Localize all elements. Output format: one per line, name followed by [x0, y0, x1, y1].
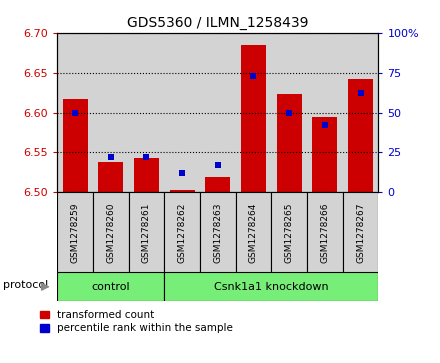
- Bar: [57, 33, 93, 192]
- Title: GDS5360 / ILMN_1258439: GDS5360 / ILMN_1258439: [127, 16, 308, 30]
- Bar: [164, 192, 200, 272]
- Text: Csnk1a1 knockdown: Csnk1a1 knockdown: [214, 282, 329, 292]
- Bar: [307, 192, 343, 272]
- Bar: [57, 272, 164, 301]
- Text: GSM1278266: GSM1278266: [320, 202, 330, 262]
- Bar: [348, 79, 373, 192]
- Bar: [170, 190, 194, 192]
- Text: GSM1278262: GSM1278262: [178, 202, 187, 262]
- Bar: [271, 33, 307, 192]
- Bar: [271, 192, 307, 272]
- Bar: [343, 192, 378, 272]
- Text: GSM1278259: GSM1278259: [70, 202, 80, 262]
- Bar: [343, 33, 378, 192]
- Text: GSM1278265: GSM1278265: [285, 202, 293, 262]
- Bar: [62, 99, 88, 192]
- Text: GSM1278260: GSM1278260: [106, 202, 115, 262]
- Bar: [93, 192, 128, 272]
- Text: GSM1278263: GSM1278263: [213, 202, 222, 262]
- Bar: [200, 33, 236, 192]
- Text: GSM1278261: GSM1278261: [142, 202, 151, 262]
- Bar: [164, 33, 200, 192]
- Bar: [236, 192, 271, 272]
- Bar: [205, 177, 230, 192]
- Bar: [307, 33, 343, 192]
- Bar: [164, 272, 378, 301]
- Bar: [134, 158, 159, 192]
- Bar: [128, 192, 164, 272]
- Text: GSM1278267: GSM1278267: [356, 202, 365, 262]
- Text: protocol: protocol: [3, 280, 48, 290]
- Legend: transformed count, percentile rank within the sample: transformed count, percentile rank withi…: [40, 310, 233, 333]
- Bar: [128, 33, 164, 192]
- Bar: [200, 192, 236, 272]
- Bar: [277, 94, 302, 192]
- Bar: [98, 162, 123, 192]
- Text: control: control: [92, 282, 130, 292]
- Bar: [93, 33, 128, 192]
- Bar: [241, 45, 266, 192]
- Bar: [236, 33, 271, 192]
- Bar: [312, 117, 337, 192]
- Bar: [57, 192, 93, 272]
- Text: GSM1278264: GSM1278264: [249, 202, 258, 262]
